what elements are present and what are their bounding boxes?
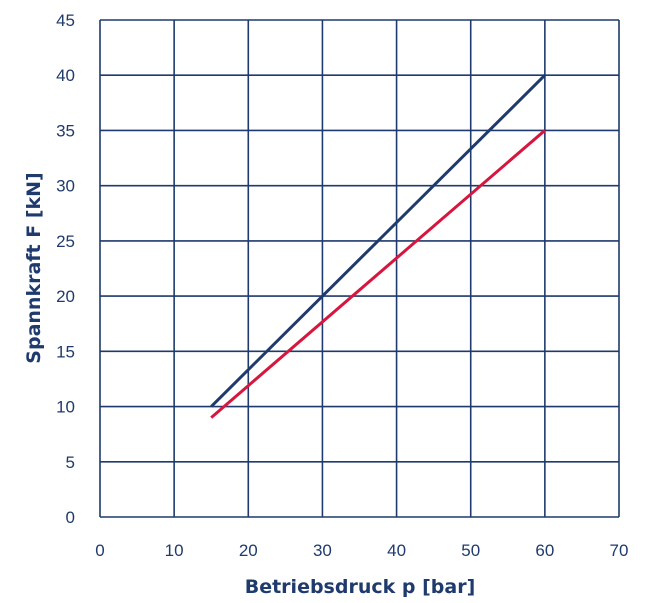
y-tick-label: 10 bbox=[56, 398, 75, 417]
x-tick-label: 20 bbox=[239, 541, 258, 560]
x-tick-label: 0 bbox=[95, 541, 104, 560]
y-tick-label: 35 bbox=[56, 121, 75, 140]
series-layer bbox=[210, 74, 546, 419]
x-tick-label: 70 bbox=[610, 541, 629, 560]
y-tick-label: 25 bbox=[56, 232, 75, 251]
y-tick-label: 15 bbox=[56, 342, 75, 361]
series-line-2 bbox=[210, 129, 546, 419]
tick-labels: 0 10 20 30 40 50 60 70 0 5 10 15 20 25 30 35 40 45 bbox=[56, 11, 628, 560]
x-tick-label: 60 bbox=[535, 541, 554, 560]
x-tick-label: 30 bbox=[313, 541, 332, 560]
y-axis-title: Spannkraft F [kN] bbox=[23, 172, 45, 363]
x-tick-label: 50 bbox=[461, 541, 480, 560]
x-tick-label: 40 bbox=[387, 541, 406, 560]
y-tick-label: 40 bbox=[56, 66, 75, 85]
y-tick-label: 5 bbox=[66, 453, 75, 472]
y-tick-label: 45 bbox=[56, 11, 75, 30]
y-tick-label: 20 bbox=[56, 287, 75, 306]
y-tick-label: 30 bbox=[56, 177, 75, 196]
x-axis-title: Betriebsdruck p [bar] bbox=[245, 576, 476, 598]
grid bbox=[99, 19, 620, 518]
x-tick-label: 10 bbox=[165, 541, 184, 560]
y-tick-label: 0 bbox=[66, 508, 75, 527]
series-line-1 bbox=[210, 74, 546, 408]
